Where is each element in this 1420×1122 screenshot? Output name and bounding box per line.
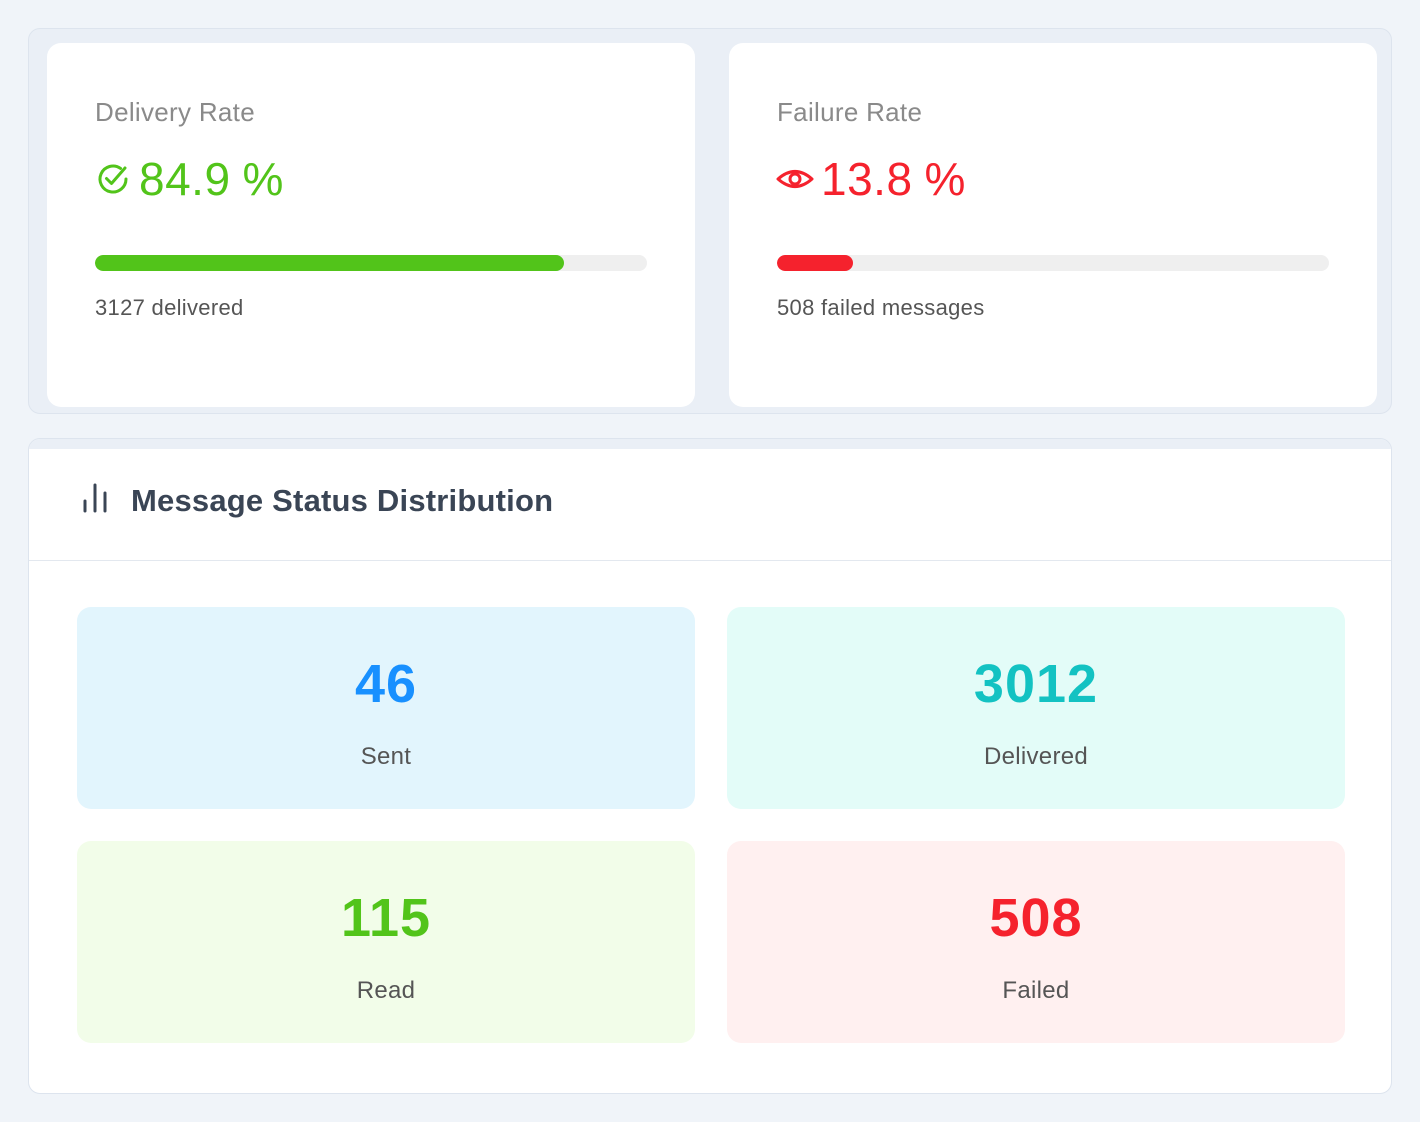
failure-progress-bar: [777, 255, 1329, 271]
sent-status-tile: 46 Sent: [77, 607, 695, 809]
read-count: 115: [340, 888, 432, 948]
failure-progress-fill: [777, 255, 854, 271]
delivered-label: Delivered: [983, 743, 1089, 770]
status-distribution-panel: Message Status Distribution 46 Sent 3012…: [28, 438, 1392, 1094]
check-circle-icon: [98, 164, 128, 194]
failure-rate-value: 13.8: [821, 153, 913, 205]
delivery-rate-card: Delivery Rate 84.9 % 3127 delivered: [47, 43, 695, 407]
status-distribution-header: Message Status Distribution: [29, 449, 1391, 561]
panel-top-band: [29, 439, 1391, 449]
failed-count: 508: [989, 888, 1083, 948]
delivery-progress-fill: [95, 255, 564, 271]
delivered-status-tile: 3012 Delivered: [727, 607, 1345, 809]
delivery-rate-subtitle: 3127 delivered: [95, 295, 244, 320]
failed-label: Failed: [1002, 977, 1070, 1004]
failure-rate-card: Failure Rate 13.8 % 508 failed messages: [729, 43, 1377, 407]
failure-rate-title: Failure Rate: [777, 97, 923, 127]
read-status-tile: 115 Read: [77, 841, 695, 1043]
failure-rate-subtitle: 508 failed messages: [777, 295, 985, 320]
failed-status-tile: 508 Failed: [727, 841, 1345, 1043]
failure-rate-value-row: 13.8 %: [775, 151, 966, 207]
eye-icon: [776, 170, 814, 188]
sent-count: 46: [354, 654, 418, 714]
rate-cards-container: Delivery Rate 84.9 % 3127 delivered Fail…: [28, 28, 1392, 414]
delivery-rate-value-row: 84.9 %: [93, 151, 284, 207]
read-label: Read: [356, 977, 416, 1004]
delivery-rate-value: 84.9: [139, 153, 231, 205]
delivered-count: 3012: [973, 654, 1099, 714]
sent-label: Sent: [360, 743, 412, 770]
delivery-rate-unit: %: [242, 153, 284, 205]
delivery-rate-title: Delivery Rate: [95, 97, 255, 127]
status-distribution-title: Message Status Distribution: [131, 483, 554, 518]
failure-rate-unit: %: [924, 153, 966, 205]
bar-chart-icon: [83, 483, 107, 513]
delivery-progress-bar: [95, 255, 647, 271]
